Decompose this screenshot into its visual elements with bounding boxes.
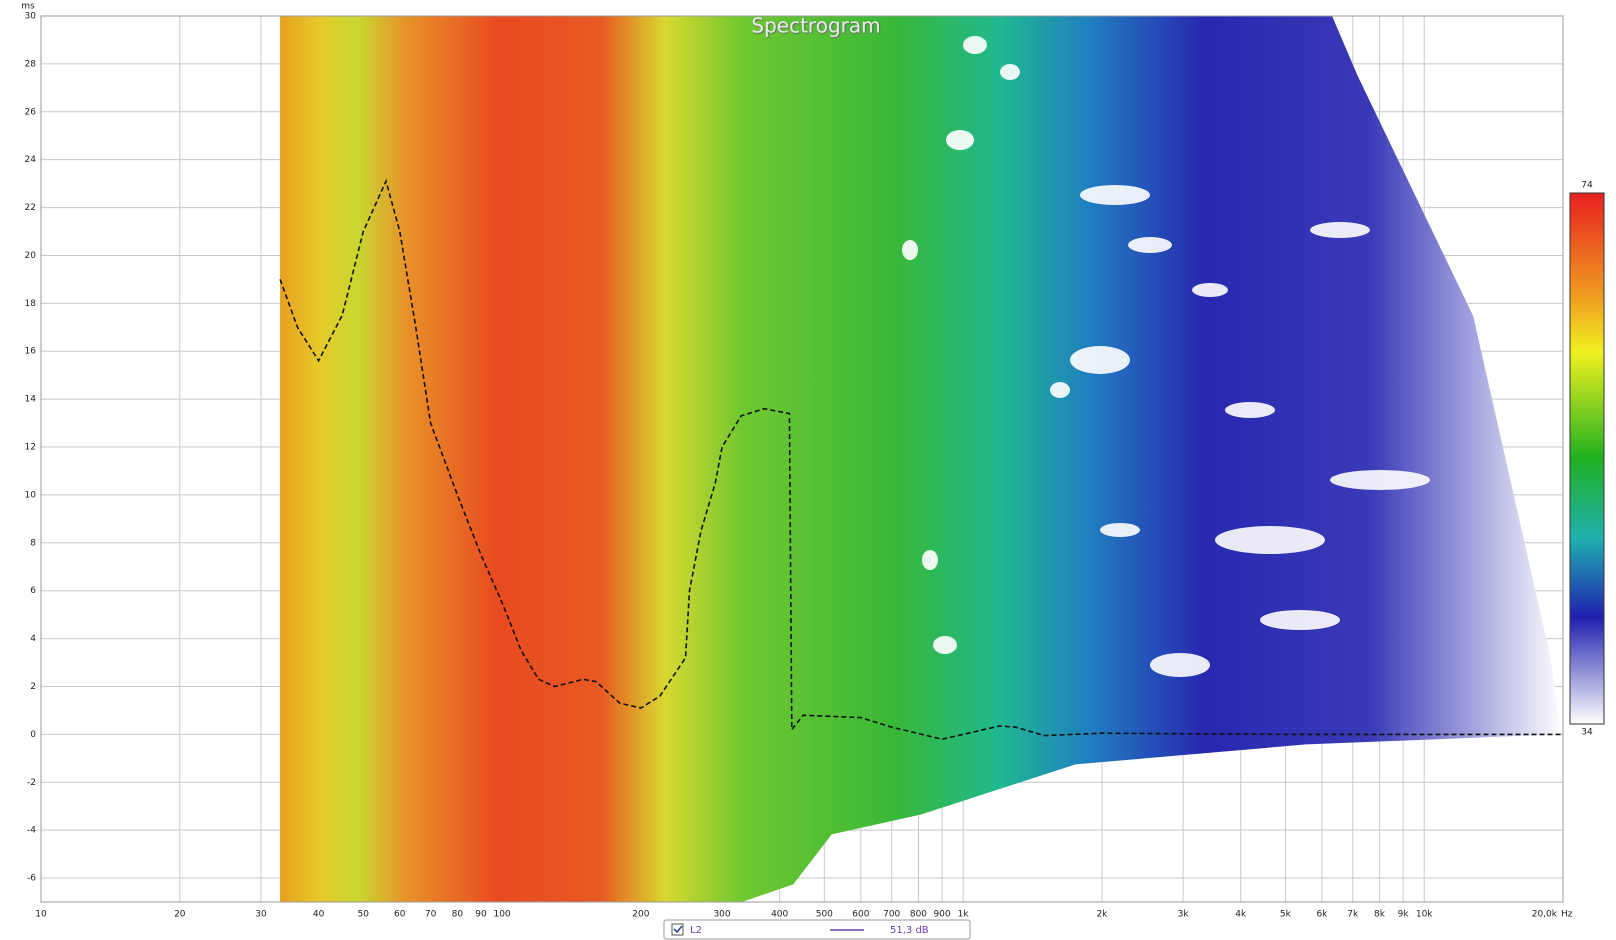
x-tick-label: 9k (1398, 910, 1410, 920)
x-tick-label: 50 (358, 910, 370, 920)
x-tick-label: 20,0k (1532, 910, 1558, 920)
x-tick-label: 900 (933, 910, 950, 920)
x-tick-label: 4k (1235, 910, 1247, 920)
x-tick-label: 400 (771, 910, 788, 920)
y-tick-label: 4 (30, 634, 36, 644)
x-tick-label: 10 (35, 910, 47, 920)
colorbar-tick-label: 74 (1581, 181, 1593, 191)
y-axis-label: ms (21, 2, 35, 12)
x-tick-label: 500 (816, 910, 833, 920)
y-tick-label: 16 (25, 347, 37, 357)
x-tick-label: 40 (313, 910, 325, 920)
y-tick-label: 24 (25, 155, 37, 165)
y-tick-label: 0 (30, 730, 36, 740)
y-tick-label: -4 (27, 826, 36, 836)
x-tick-label: 3k (1178, 910, 1190, 920)
legend: L2 51,3 dB (663, 919, 971, 940)
colorbar-tick-label: 34 (1581, 728, 1593, 738)
x-tick-label: 90 (475, 910, 487, 920)
x-tick-label: 700 (883, 910, 900, 920)
x-axis-unit: Hz (1561, 910, 1573, 920)
x-tick-label: 800 (910, 910, 927, 920)
x-tick-label: 8k (1374, 910, 1386, 920)
y-tick-label: 12 (25, 443, 36, 453)
spectrogram-area (280, 16, 1561, 902)
y-tick-label: 18 (25, 299, 37, 309)
spectrogram-blobs (902, 36, 1430, 677)
x-tick-label: 20 (174, 910, 186, 920)
line-series (279, 178, 1563, 741)
x-tick-label: 70 (425, 910, 437, 920)
x-tick-label: 2k (1096, 910, 1108, 920)
x-tick-label: 60 (394, 910, 406, 920)
x-tick-label: 6k (1316, 910, 1328, 920)
legend-box (663, 919, 971, 940)
y-tick-label: 22 (25, 203, 36, 213)
legend-value: 51,3 dB (890, 925, 929, 936)
x-tick-label: 5k (1280, 910, 1292, 920)
x-tick-label: 80 (452, 910, 464, 920)
x-tick-label: 7k (1347, 910, 1359, 920)
y-tick-label: 30 (25, 12, 37, 22)
y-tick-label: 8 (30, 538, 36, 548)
y-tick-label: 6 (30, 586, 36, 596)
y-tick-label: 2 (30, 682, 36, 692)
x-tick-label: 1k (958, 910, 970, 920)
x-tick-label: 100 (493, 910, 510, 920)
y-tick-label: 20 (25, 251, 37, 261)
chart-title: Spectrogram (751, 14, 880, 38)
legend-checkbox[interactable] (671, 923, 684, 936)
x-tick-label: 200 (632, 910, 649, 920)
y-tick-label: 28 (25, 59, 37, 69)
y-tick-label: 26 (25, 107, 37, 117)
legend-name: L2 (690, 925, 702, 936)
colorbar (1569, 192, 1605, 725)
x-tick-label: 600 (852, 910, 869, 920)
y-tick-label: -6 (27, 874, 36, 884)
x-tick-label: 30 (255, 910, 267, 920)
y-tick-label: -2 (27, 778, 36, 788)
y-tick-label: 10 (25, 490, 37, 500)
x-tick-label: 300 (713, 910, 730, 920)
plot-frame (40, 15, 1564, 903)
y-tick-label: 14 (25, 395, 37, 405)
x-tick-label: 10k (1416, 910, 1433, 920)
checkmark (673, 925, 683, 934)
